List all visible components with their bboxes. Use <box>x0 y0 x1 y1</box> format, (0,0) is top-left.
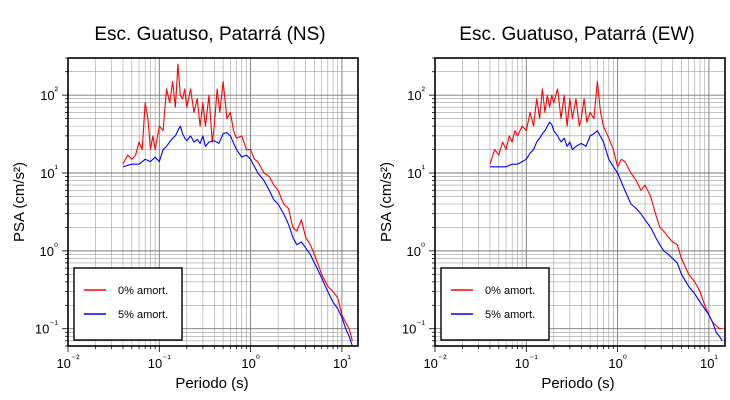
chart-panel-ew: Esc. Guatuso, Patarrá (EW) Periodo (s) P… <box>378 24 726 392</box>
y-tick-label: 10⁻¹ <box>402 320 426 337</box>
plot-frame <box>67 57 359 347</box>
y-tick-label: 10² <box>407 86 425 103</box>
legend-box <box>73 267 183 341</box>
legend-entry: 5% amort. <box>485 309 535 321</box>
y-tick-label: 10¹ <box>407 164 425 181</box>
plot-frame <box>434 57 726 347</box>
legend: 0% amort. 5% amort. <box>73 267 183 341</box>
legend: 0% amort. 5% amort. <box>440 267 550 341</box>
y-tick-label: 10² <box>40 86 58 103</box>
chart-title: Esc. Guatuso, Patarrá (NS) <box>94 24 325 45</box>
x-axis-label: Periodo (s) <box>541 375 614 392</box>
x-axis-label: Periodo (s) <box>175 375 248 392</box>
x-tick-label: 10¹ <box>333 354 351 371</box>
y-axis-label: PSA (cm/s²) <box>378 162 395 242</box>
x-tick-label: 10⁰ <box>608 354 626 371</box>
series-line <box>122 125 353 346</box>
legend-entry: 0% amort. <box>118 285 168 297</box>
x-tick-label: 10⁻² <box>423 354 447 371</box>
legend-box <box>440 267 550 341</box>
x-tick-label: 10⁻¹ <box>515 354 539 371</box>
series-line <box>122 63 353 341</box>
x-tick-label: 10¹ <box>700 354 718 371</box>
x-tick-label: 10⁻² <box>56 354 80 371</box>
chart-title: Esc. Guatuso, Patarrá (EW) <box>459 24 694 45</box>
x-tick-label: 10⁰ <box>241 354 259 371</box>
y-tick-label: 10⁰ <box>40 242 58 259</box>
y-tick-label: 10¹ <box>40 164 58 181</box>
series-line <box>489 80 723 330</box>
y-axis-label: PSA (cm/s²) <box>11 162 28 242</box>
series-line <box>489 121 723 342</box>
legend-entry: 5% amort. <box>118 309 168 321</box>
legend-entry: 0% amort. <box>485 285 535 297</box>
y-tick-label: 10⁰ <box>407 242 425 259</box>
x-tick-label: 10⁻¹ <box>148 354 172 371</box>
y-tick-label: 10⁻¹ <box>35 320 59 337</box>
chart-panel-ns: Esc. Guatuso, Patarrá (NS) Periodo (s) P… <box>11 24 359 392</box>
